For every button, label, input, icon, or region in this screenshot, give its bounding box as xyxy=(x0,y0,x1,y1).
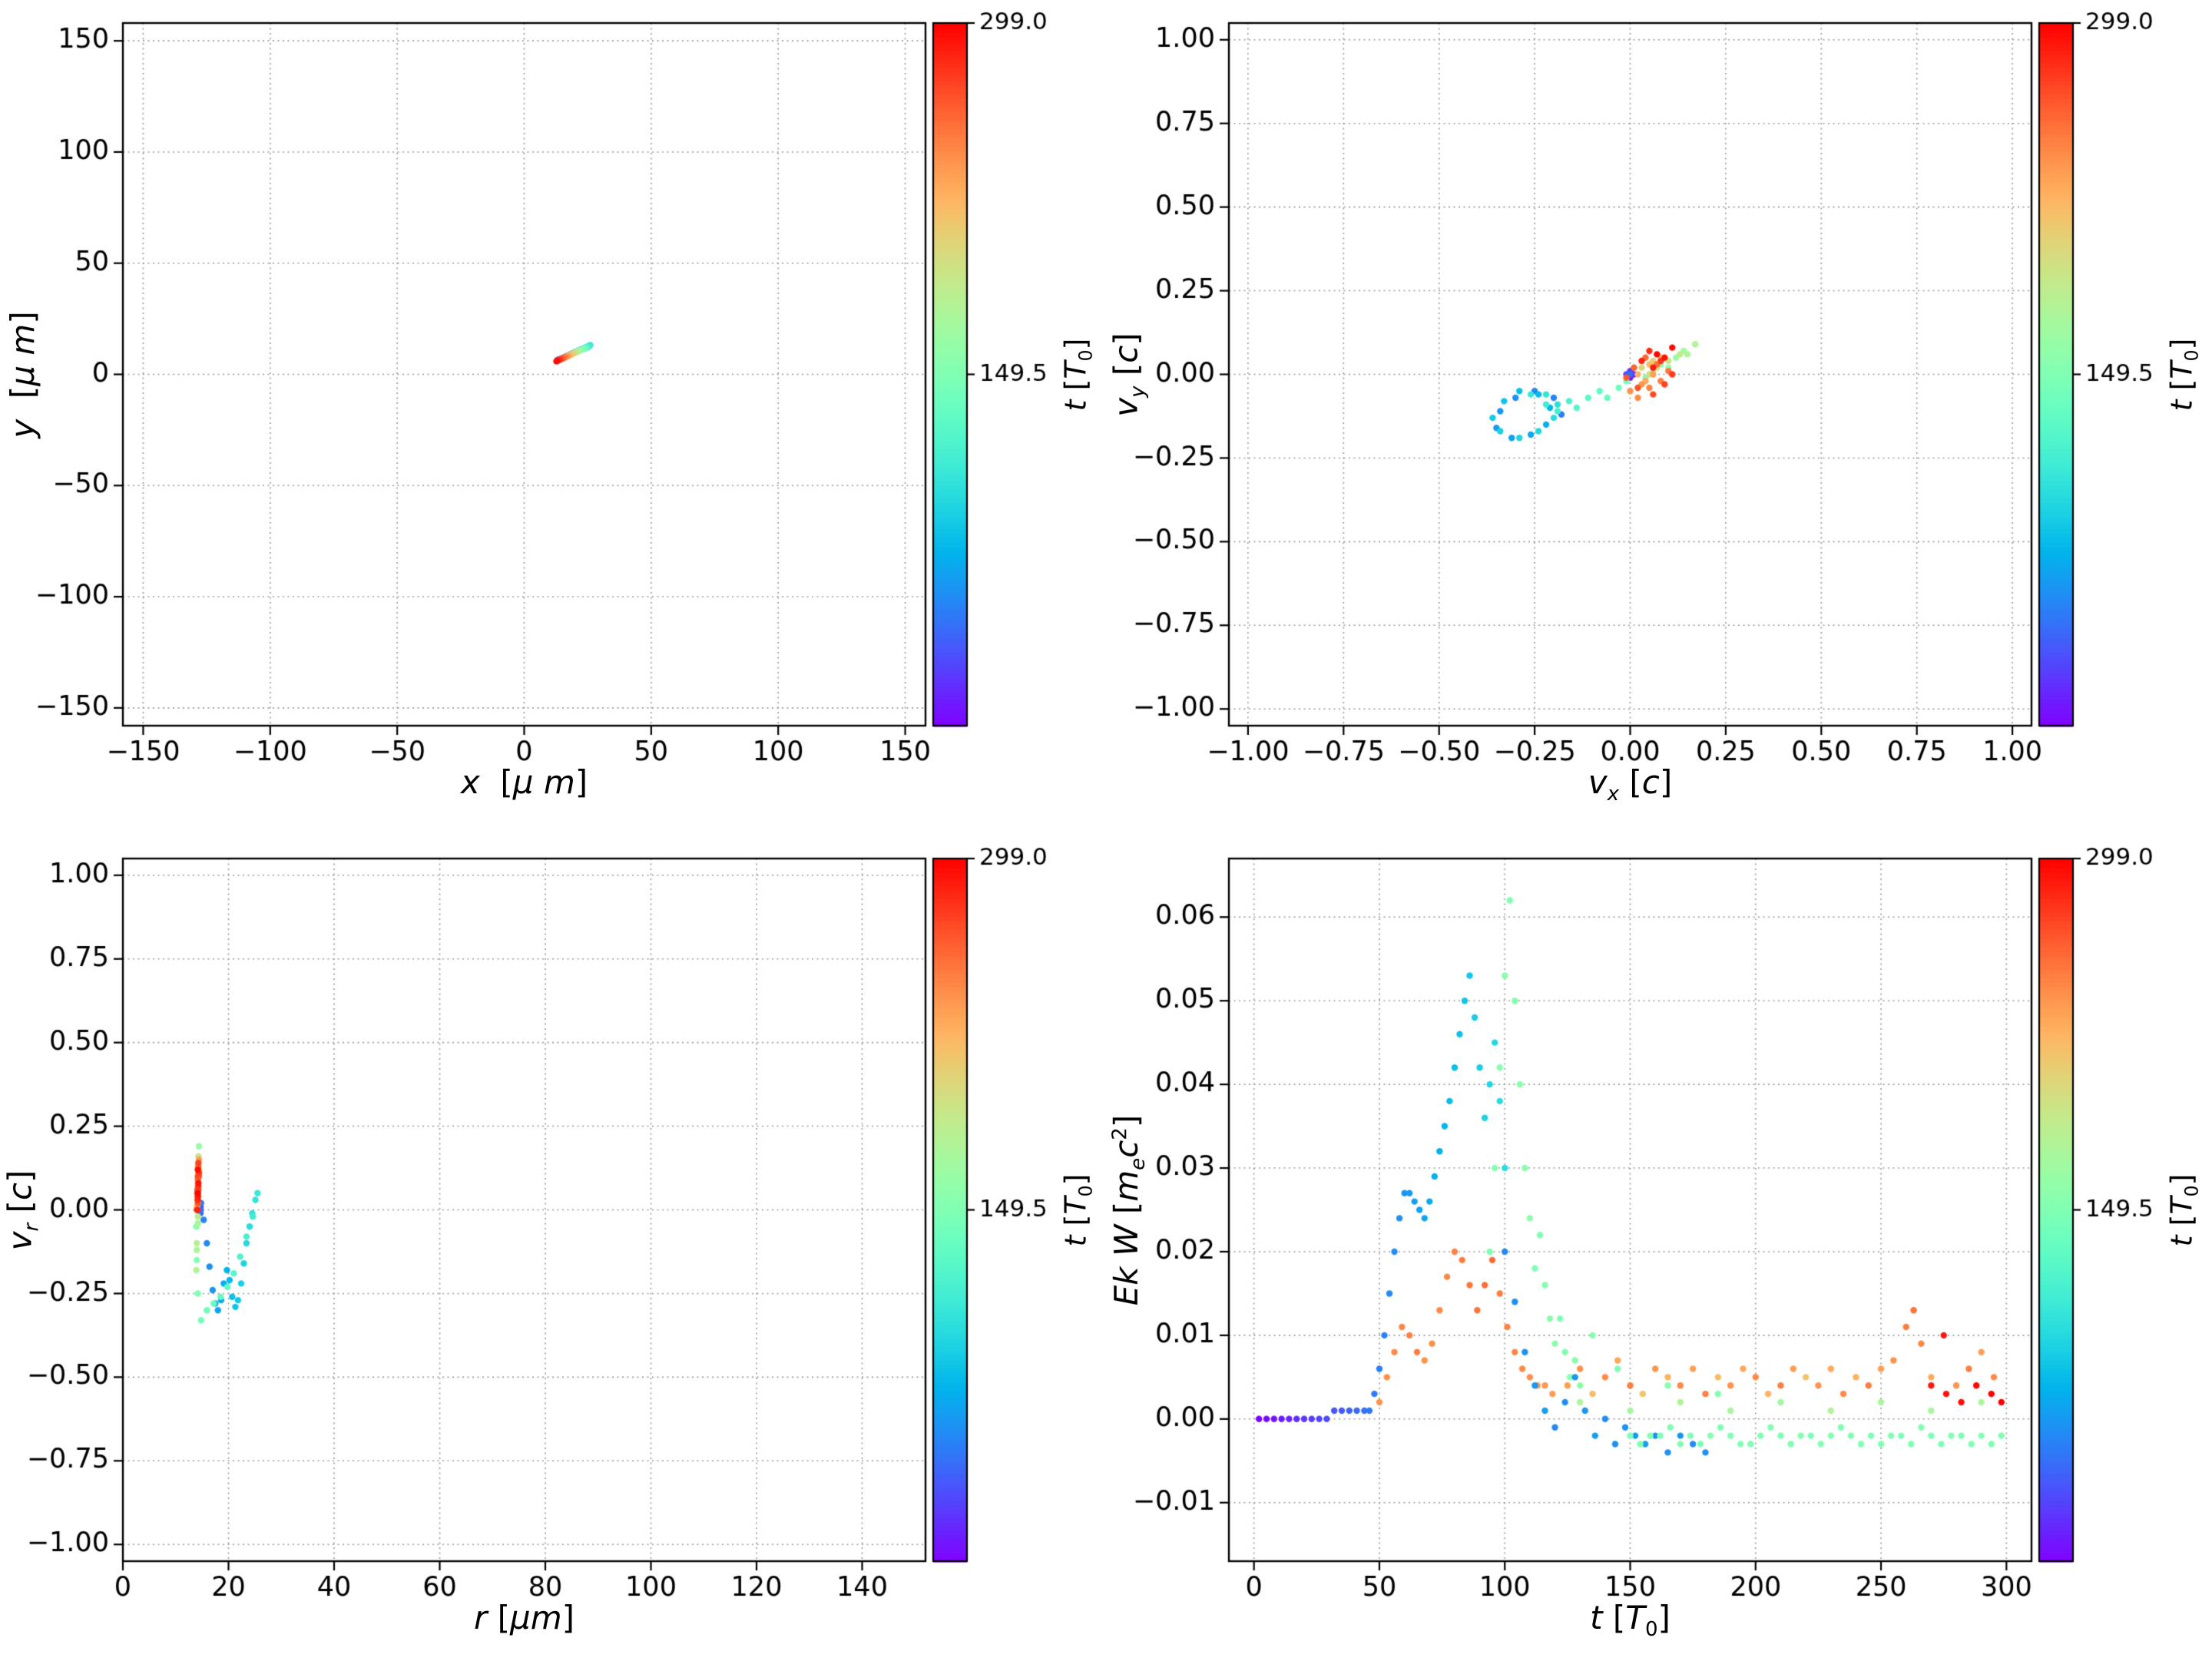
xy-plot-canvas xyxy=(0,0,1106,836)
vxvy-xlabel: vx [c] xyxy=(1588,763,1673,806)
panel-xy: x [μ m] y [μ m] t [T0] xyxy=(0,0,1106,836)
rvr-xlabel: r [μm] xyxy=(473,1599,575,1636)
panel-rvr: r [μm] vr [c] t [T0] xyxy=(0,836,1106,1671)
ekt-ylabel: Ek W [mec2] xyxy=(1107,1114,1150,1305)
panel-ekt: t [T0] Ek W [mec2] t [T0] xyxy=(1106,836,2212,1671)
rvr-ylabel: vr [c] xyxy=(1,1170,44,1250)
ekt-colorbar-label: t [T0] xyxy=(2164,1173,2203,1246)
vxvy-ylabel: vy [c] xyxy=(1107,332,1150,417)
xy-xlabel: x [μ m] xyxy=(460,763,588,801)
ekt-xlabel: t [T0] xyxy=(1590,1599,1671,1642)
rvr-plot-canvas xyxy=(0,836,1106,1671)
vxvy-colorbar-label: t [T0] xyxy=(2164,338,2203,411)
xy-colorbar-label: t [T0] xyxy=(1058,338,1097,411)
panel-vxvy: vx [c] vy [c] t [T0] xyxy=(1106,0,2212,836)
xy-ylabel: y [μ m] xyxy=(4,310,41,438)
vxvy-plot-canvas xyxy=(1106,0,2212,836)
ekt-plot-canvas xyxy=(1106,836,2212,1671)
rvr-colorbar-label: t [T0] xyxy=(1058,1173,1097,1246)
